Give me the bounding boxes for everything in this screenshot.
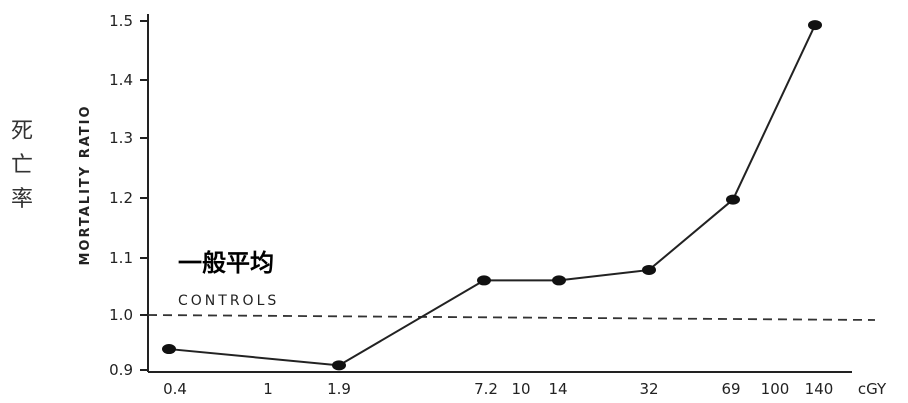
x-tick-label-5: 14 xyxy=(548,380,567,398)
x-tick-label-7: 69 xyxy=(721,380,740,398)
data-point-5 xyxy=(726,194,740,205)
x-tick-label-4: 10 xyxy=(511,380,530,398)
x-tick-label-2: 1.9 xyxy=(327,380,351,398)
y-axis-chinese-char-3: 率 xyxy=(11,187,33,212)
y-tick-label-4: 1.3 xyxy=(109,129,133,147)
series-line xyxy=(168,24,816,367)
data-point-6 xyxy=(808,20,822,31)
data-points xyxy=(162,20,822,371)
y-ticks: 0.9 1.0 1.1 1.2 1.3 1.4 1.5 xyxy=(109,12,148,379)
y-axis-chinese-label: 死 亡 率 xyxy=(11,119,33,212)
y-axis-chinese-char-2: 亡 xyxy=(11,153,33,178)
x-tick-labels: 0.4 1 1.9 7.2 10 14 32 69 100 140 cGY xyxy=(163,380,887,398)
y-axis-title: MORTALITY RATIO xyxy=(78,104,93,265)
y-axis-chinese-char-1: 死 xyxy=(11,119,33,144)
data-point-2 xyxy=(477,275,491,286)
x-tick-label-8: 100 xyxy=(761,380,790,398)
x-tick-label-3: 7.2 xyxy=(474,380,498,398)
y-tick-label-2: 1.1 xyxy=(109,249,133,267)
x-tick-label-1: 1 xyxy=(263,380,273,398)
y-tick-label-6: 1.5 xyxy=(109,12,133,30)
x-tick-label-0: 0.4 xyxy=(163,380,187,398)
x-axis-unit: cGY xyxy=(858,380,887,398)
y-tick-label-0: 0.9 xyxy=(109,361,133,379)
controls-reference-line xyxy=(147,314,876,321)
data-point-1 xyxy=(332,360,346,371)
x-tick-label-9: 140 xyxy=(805,380,834,398)
data-point-3 xyxy=(552,275,566,286)
x-tick-label-6: 32 xyxy=(639,380,658,398)
y-tick-label-5: 1.4 xyxy=(109,71,133,89)
y-tick-label-3: 1.2 xyxy=(109,189,133,207)
y-tick-label-1: 1.0 xyxy=(109,306,133,324)
data-point-0 xyxy=(162,344,176,355)
controls-label: CONTROLS xyxy=(178,293,279,309)
chinese-annotation: 一般平均 xyxy=(178,249,274,277)
data-point-4 xyxy=(642,264,656,275)
